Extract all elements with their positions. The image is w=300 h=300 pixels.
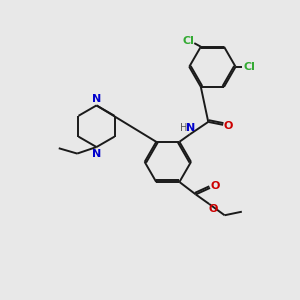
Text: Cl: Cl — [182, 36, 194, 46]
Text: N: N — [92, 94, 101, 104]
Text: H: H — [180, 124, 187, 134]
Text: O: O — [208, 204, 218, 214]
Text: N: N — [92, 148, 101, 158]
Text: N: N — [186, 124, 195, 134]
Text: Cl: Cl — [243, 62, 255, 72]
Text: O: O — [224, 122, 233, 131]
Text: O: O — [210, 182, 220, 191]
